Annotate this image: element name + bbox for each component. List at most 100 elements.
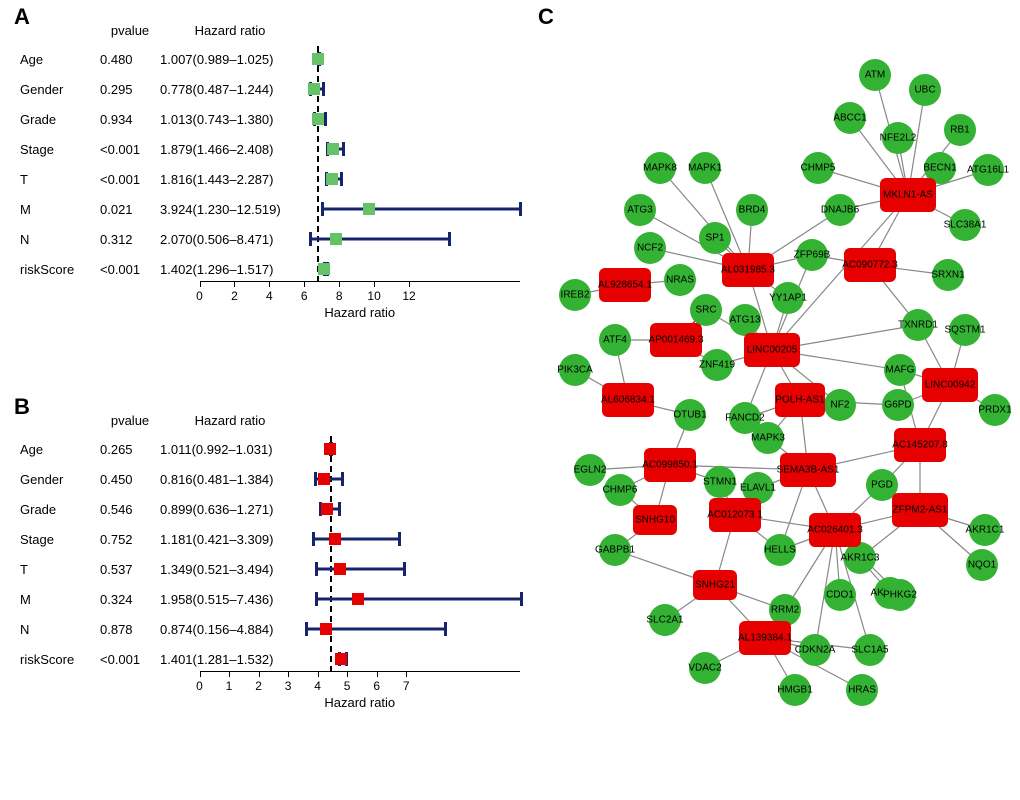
network-node-label: MKLN1-AS [883, 190, 933, 201]
network-node-label: NQO1 [968, 560, 997, 571]
network-node-label: SRXN1 [931, 270, 965, 281]
pvalue-cell: <0.001 [100, 172, 160, 187]
network-node-label: MAPK3 [751, 433, 785, 444]
x-tick-label: 3 [285, 679, 292, 693]
forest-marker-cell [300, 230, 520, 248]
pvalue-cell: 0.934 [100, 112, 160, 127]
pvalue-cell: <0.001 [100, 262, 160, 277]
network-node-label: STMN1 [703, 477, 737, 488]
forest-row: Stage0.7521.181(0.421–3.309) [20, 524, 520, 554]
forest-row: Age0.4801.007(0.989–1.025) [20, 44, 520, 74]
x-tick-label: 2 [231, 289, 238, 303]
forest-row: riskScore<0.0011.401(1.281–1.532) [20, 644, 520, 674]
variable-label: Gender [20, 472, 100, 487]
variable-label: Gender [20, 82, 100, 97]
forest-row: N0.8780.874(0.156–4.884) [20, 614, 520, 644]
forest-marker-cell [300, 530, 520, 548]
network-node-label: PHKG2 [883, 590, 917, 601]
hazard-ratio-cell: 3.924(1.230–12.519) [160, 202, 300, 217]
pvalue-cell: 0.546 [100, 502, 160, 517]
network-node-label: CHMP6 [602, 485, 637, 496]
network-node-label: LINC00942 [925, 380, 976, 391]
network-node-label: AC145207.8 [892, 440, 948, 451]
pvalue-cell: 0.295 [100, 82, 160, 97]
network-node-label: HRAS [848, 685, 876, 696]
network-node-label: ELAVL1 [740, 483, 776, 494]
forest-row: Gender0.2950.778(0.487–1.244) [20, 74, 520, 104]
forest-marker-cell [300, 500, 520, 518]
network-node-label: AC099850.1 [642, 460, 698, 471]
forest-marker-cell [300, 650, 520, 668]
network-node-label: YY1AP1 [769, 293, 807, 304]
pvalue-cell: 0.450 [100, 472, 160, 487]
network-node-label: AC012073.1 [707, 510, 763, 521]
pvalue-cell: 0.265 [100, 442, 160, 457]
network-node-label: NFE2L2 [880, 133, 917, 144]
network-node-label: MAPK8 [643, 163, 677, 174]
forest-marker-cell [300, 470, 520, 488]
forest-marker-cell [300, 170, 520, 188]
network-node-label: SQSTM1 [944, 325, 986, 336]
hazard-ratio-cell: 0.899(0.636–1.271) [160, 502, 300, 517]
forest-marker-cell [300, 560, 520, 578]
network-node-label: PGD [871, 480, 893, 491]
pvalue-cell: 0.021 [100, 202, 160, 217]
hazard-ratio-cell: 1.007(0.989–1.025) [160, 52, 300, 67]
variable-label: N [20, 622, 100, 637]
network-node-label: SRC [695, 305, 716, 316]
network-node-label: GABPB1 [595, 545, 635, 556]
network-node-label: DNAJB6 [821, 205, 860, 216]
hazard-ratio-cell: 0.874(0.156–4.884) [160, 622, 300, 637]
forest-row: N0.3122.070(0.506–8.471) [20, 224, 520, 254]
variable-label: N [20, 232, 100, 247]
variable-label: Stage [20, 532, 100, 547]
forest-marker-cell [300, 50, 520, 68]
x-tick-label: 1 [226, 679, 233, 693]
variable-label: Age [20, 52, 100, 67]
network-node-label: RB1 [950, 125, 970, 136]
forest-row: Gender0.4500.816(0.481–1.384) [20, 464, 520, 494]
x-tick-label: 5 [344, 679, 351, 693]
network-node-label: OTUB1 [673, 410, 707, 421]
figure-container: A B C pvalue Hazard ratio Age0.4801.007(… [0, 0, 1020, 800]
forest-marker-cell [300, 80, 520, 98]
network-node-label: NRAS [666, 275, 694, 286]
pvalue-cell: 0.537 [100, 562, 160, 577]
variable-label: riskScore [20, 652, 100, 667]
network-node-label: CDO1 [826, 590, 854, 601]
x-axis-title: Hazard ratio [200, 695, 521, 710]
network-panel-C: ATMUBCABCC1RB1NFE2L2MAPK8MAPK1CHMP5BECN1… [520, 0, 1020, 760]
network-node-label: AP001469.3 [648, 335, 703, 346]
network-node-label: G6PD [884, 400, 911, 411]
network-node-label: UBC [914, 85, 935, 96]
header-hr: Hazard ratio [160, 23, 300, 38]
hazard-ratio-cell: 1.011(0.992–1.031) [160, 442, 300, 457]
x-tick-label: 8 [336, 289, 343, 303]
variable-label: Age [20, 442, 100, 457]
network-node-label: AKR1C3 [841, 553, 880, 564]
pvalue-cell: 0.752 [100, 532, 160, 547]
network-node-label: HMGB1 [777, 685, 813, 696]
x-tick-label: 0 [196, 679, 203, 693]
network-node-label: ZNF419 [699, 360, 736, 371]
network-node-label: SEMA3B-AS1 [777, 465, 840, 476]
network-node-label: MAFG [886, 365, 915, 376]
network-node-label: ATG13 [730, 315, 761, 326]
network-node-label: RRM2 [771, 605, 800, 616]
forest-header: pvalue Hazard ratio [20, 408, 520, 428]
network-node-label: ATM [865, 70, 885, 81]
variable-label: T [20, 172, 100, 187]
network-node-label: TXNRD1 [898, 320, 938, 331]
x-axis-A: Hazard ratio 024681012 [200, 281, 521, 317]
x-tick-label: 2 [255, 679, 262, 693]
x-tick-label: 6 [301, 289, 308, 303]
hazard-ratio-cell: 1.181(0.421–3.309) [160, 532, 300, 547]
network-node-label: ATG16L1 [967, 165, 1009, 176]
network-node-label: ABCC1 [833, 113, 867, 124]
network-node-label: HELLS [764, 545, 796, 556]
variable-label: Grade [20, 502, 100, 517]
hazard-ratio-cell: 0.778(0.487–1.244) [160, 82, 300, 97]
hazard-ratio-cell: 1.349(0.521–3.494) [160, 562, 300, 577]
network-node-label: ZFPM2-AS1 [892, 505, 947, 516]
variable-label: Grade [20, 112, 100, 127]
